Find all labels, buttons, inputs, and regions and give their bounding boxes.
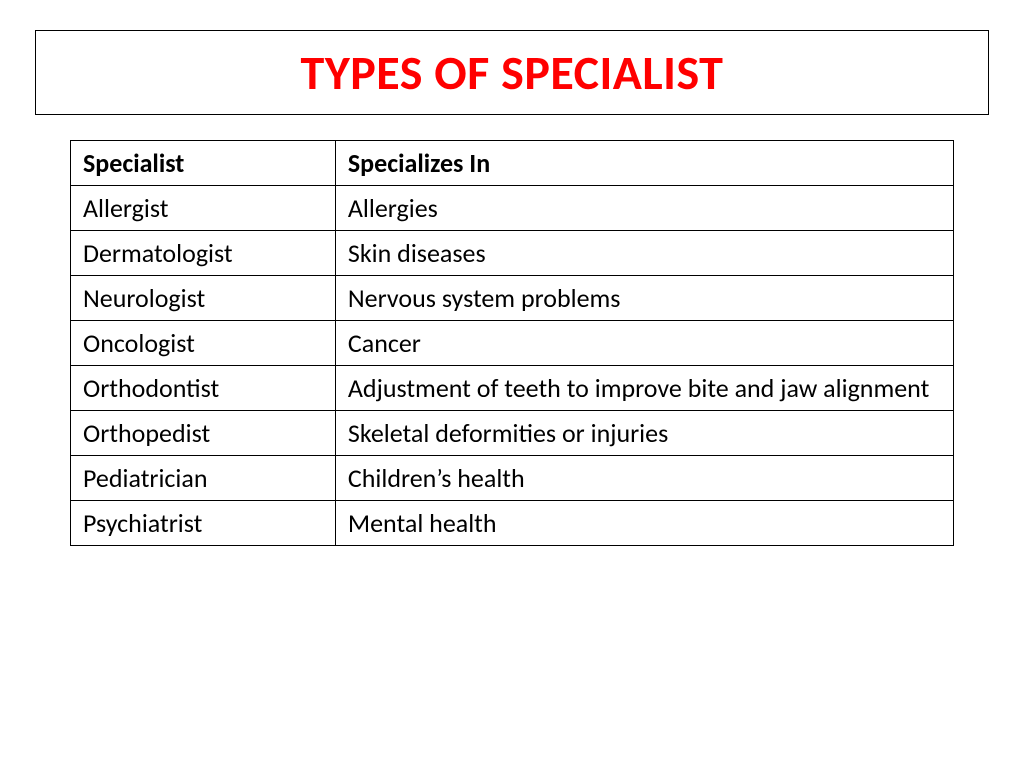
cell-specialist: Neurologist	[71, 276, 336, 321]
column-header-specialist: Specialist	[71, 141, 336, 186]
table-header-row: Specialist Specializes In	[71, 141, 954, 186]
page-title: TYPES OF SPECIALIST	[36, 43, 988, 102]
table-row: Orthodontist Adjustment of teeth to impr…	[71, 366, 954, 411]
title-box: TYPES OF SPECIALIST	[35, 30, 989, 115]
cell-specialist: Allergist	[71, 186, 336, 231]
cell-specialist: Pediatrician	[71, 456, 336, 501]
table-row: Orthopedist Skeletal deformities or inju…	[71, 411, 954, 456]
cell-specializes: Children’s health	[335, 456, 953, 501]
cell-specializes: Adjustment of teeth to improve bite and …	[335, 366, 953, 411]
table-row: Pediatrician Children’s health	[71, 456, 954, 501]
table-row: Dermatologist Skin diseases	[71, 231, 954, 276]
cell-specializes: Allergies	[335, 186, 953, 231]
cell-specializes: Nervous system problems	[335, 276, 953, 321]
cell-specialist: Oncologist	[71, 321, 336, 366]
cell-specialist: Orthopedist	[71, 411, 336, 456]
cell-specializes: Skin diseases	[335, 231, 953, 276]
cell-specializes: Mental health	[335, 501, 953, 546]
cell-specializes: Cancer	[335, 321, 953, 366]
cell-specialist: Dermatologist	[71, 231, 336, 276]
cell-specialist: Orthodontist	[71, 366, 336, 411]
table-row: Psychiatrist Mental health	[71, 501, 954, 546]
table-row: Oncologist Cancer	[71, 321, 954, 366]
specialist-table: Specialist Specializes In Allergist Alle…	[70, 140, 954, 546]
cell-specializes: Skeletal deformities or injuries	[335, 411, 953, 456]
table-row: Allergist Allergies	[71, 186, 954, 231]
cell-specialist: Psychiatrist	[71, 501, 336, 546]
table-container: Specialist Specializes In Allergist Alle…	[35, 140, 989, 546]
column-header-specializes: Specializes In	[335, 141, 953, 186]
table-row: Neurologist Nervous system problems	[71, 276, 954, 321]
